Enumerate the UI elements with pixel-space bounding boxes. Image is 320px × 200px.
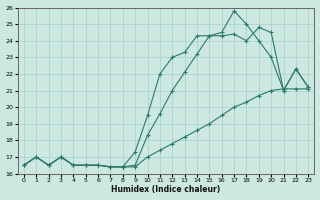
X-axis label: Humidex (Indice chaleur): Humidex (Indice chaleur): [111, 185, 221, 194]
